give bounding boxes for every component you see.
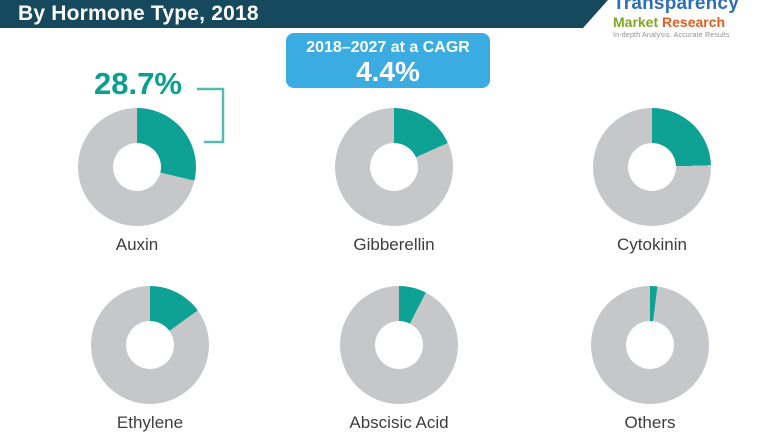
donut-chart-gibberellin <box>335 108 453 226</box>
donut-label-cytokinin: Cytokinin <box>617 235 687 254</box>
cagr-badge: 2018–2027 at a CAGR 4.4% <box>286 33 490 88</box>
donut-label-gibberellin: Gibberellin <box>353 235 435 254</box>
logo-market-text: Market <box>613 14 659 30</box>
logo-market-research-text: Market Research <box>613 15 773 29</box>
logo-research-text: Research <box>662 14 726 30</box>
donut-cell-ethylene: Ethylene <box>91 286 209 433</box>
cagr-period-text: 2018–2027 at a CAGR <box>306 39 470 56</box>
donut-hole <box>370 143 418 191</box>
donut-cell-auxin: Auxin <box>78 108 196 255</box>
donut-hole <box>626 321 674 369</box>
cagr-value-text: 4.4% <box>356 56 420 87</box>
donut-chart-auxin <box>78 108 196 226</box>
donut-chart-abscisic-acid <box>340 286 458 404</box>
logo-transparency-text: Transparency® <box>613 0 773 13</box>
donut-hole <box>113 143 161 191</box>
logo-tagline: In-depth Analysis. Accurate Results <box>613 32 730 39</box>
donut-chart-ethylene <box>91 286 209 404</box>
donut-hole <box>375 321 423 369</box>
donut-hole <box>628 143 676 191</box>
donut-chart-cytokinin <box>593 108 711 226</box>
header-bar: By Hormone Type, 2018 <box>0 0 608 28</box>
auxin-value-callout: 28.7% <box>94 66 182 101</box>
donut-label-ethylene: Ethylene <box>116 413 184 432</box>
page-title: By Hormone Type, 2018 <box>18 2 259 25</box>
donut-cell-abscisic-acid: Abscisic Acid <box>340 286 458 433</box>
donut-chart-others <box>591 286 709 404</box>
donut-label-others: Others <box>624 413 676 432</box>
donut-hole <box>126 321 174 369</box>
logo-brand-word: Transparency <box>613 0 739 14</box>
brand-logo: Transparency® Market Research In-depth A… <box>613 0 773 39</box>
donut-label-abscisic-acid: Abscisic Acid <box>349 413 449 432</box>
donut-cell-gibberellin: Gibberellin <box>335 108 453 255</box>
callout-bracket-line <box>197 87 225 144</box>
donut-cell-others: Others <box>591 286 709 433</box>
donut-label-auxin: Auxin <box>115 235 159 254</box>
donut-cell-cytokinin: Cytokinin <box>593 108 711 255</box>
